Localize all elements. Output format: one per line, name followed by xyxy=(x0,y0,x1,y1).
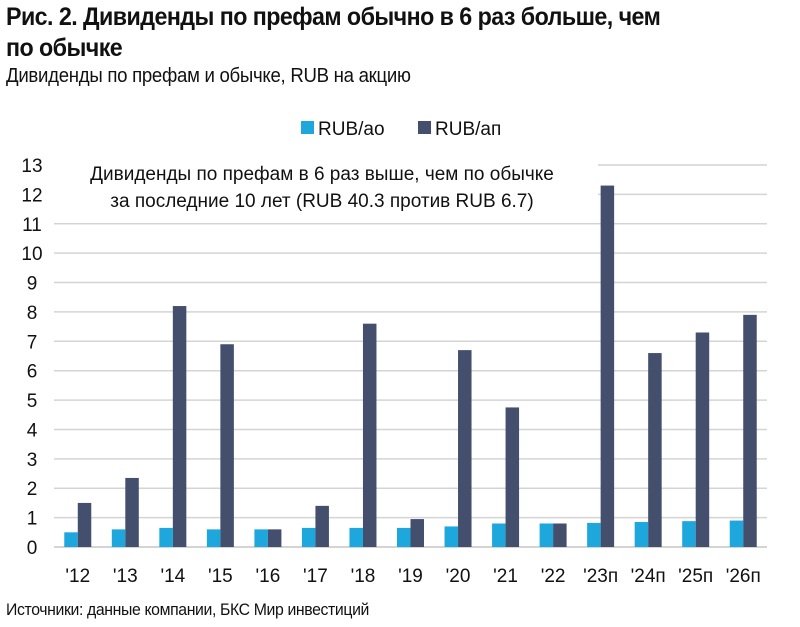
bar-rub-ap xyxy=(220,344,234,547)
bar-rub-ao xyxy=(206,529,221,547)
bar-rub-ap xyxy=(172,306,187,547)
title-line-1: Рис. 2. Дивиденды по префам обычно в 6 р… xyxy=(6,3,661,31)
annotation-line-2: за последние 10 лет (RUB 40.3 против RUB… xyxy=(110,191,533,212)
x-tick-label: '23п xyxy=(583,566,618,587)
bar-rub-ao xyxy=(492,523,506,547)
bar-rub-ap xyxy=(743,314,757,547)
bar-rub-ap xyxy=(125,477,139,547)
bar-rub-ap xyxy=(77,502,92,547)
x-tick-label: '22 xyxy=(541,566,566,587)
x-tick-label: '12 xyxy=(65,566,90,587)
source-note: Источники: данные компании, БКС Мир инве… xyxy=(6,600,370,619)
legend-label-ap: RUB/ап xyxy=(435,119,501,140)
x-axis-ticks: '12 '13 '14 '15 '16 '17 '18 '19 '20 '21 '22 '23п '24… xyxy=(65,566,760,587)
bar-rub-ap xyxy=(410,519,424,547)
legend-swatch-ao xyxy=(301,121,314,134)
annotation: Дивиденды по префам в 6 раз выше, чем по… xyxy=(50,160,598,216)
x-tick-label: '15 xyxy=(208,566,233,587)
x-tick-label: '20 xyxy=(446,566,471,587)
bar-rub-ap xyxy=(362,323,377,547)
y-tick-label: 4 xyxy=(27,420,38,441)
x-tick-label: '25п xyxy=(678,566,713,587)
x-tick-label: '24п xyxy=(631,566,666,587)
y-tick-label: 12 xyxy=(21,185,42,206)
bar-rub-ap xyxy=(553,523,567,547)
x-tick-label: '13 xyxy=(113,566,138,587)
y-tick-label: 0 xyxy=(27,538,38,559)
y-tick-label: 6 xyxy=(27,362,38,383)
bar-rub-ao xyxy=(349,527,363,547)
y-tick-label: 13 xyxy=(21,156,42,177)
chart-subtitle: Дивиденды по префам и обычке, RUB на акц… xyxy=(6,65,411,87)
chart-title: Рис. 2. Дивиденды по префам обычно в 6 р… xyxy=(6,2,741,64)
bar-rub-ao xyxy=(444,526,459,547)
x-tick-label: '21 xyxy=(493,566,518,587)
y-tick-label: 1 xyxy=(27,509,38,530)
y-tick-label: 3 xyxy=(27,450,38,471)
bar-rub-ap xyxy=(458,350,472,547)
y-tick-label: 11 xyxy=(22,215,42,236)
y-tick-label: 2 xyxy=(27,479,38,500)
bar-rub-ao xyxy=(301,527,316,547)
x-tick-label: '18 xyxy=(351,566,376,587)
legend-label-ao: RUB/ао xyxy=(318,119,385,140)
x-tick-label: '17 xyxy=(303,566,328,587)
x-tick-label: '26п xyxy=(726,566,761,587)
bar-rub-ao xyxy=(682,521,696,547)
bars xyxy=(64,185,757,548)
bar-rub-ao xyxy=(634,522,649,547)
bar-rub-ap xyxy=(648,353,662,547)
bar-rub-ap xyxy=(505,407,520,547)
bar-rub-ap xyxy=(695,332,710,547)
y-tick-label: 10 xyxy=(21,244,42,265)
bar-rub-ao xyxy=(539,523,554,547)
annotation-background xyxy=(50,160,598,216)
bar-rub-ao xyxy=(111,529,126,547)
bar-rub-ao xyxy=(397,527,411,547)
legend-swatch-ap xyxy=(418,121,431,134)
bar-rub-ap xyxy=(600,185,615,548)
bar-rub-ap xyxy=(267,529,282,547)
bar-rub-ao xyxy=(587,522,601,547)
x-tick-label: '14 xyxy=(160,566,185,587)
bar-rub-ao xyxy=(729,520,744,547)
bar-rub-ao xyxy=(64,532,78,547)
title-line-2: по обычке xyxy=(6,34,123,62)
y-tick-label: 8 xyxy=(27,303,38,324)
y-tick-label: 7 xyxy=(27,332,38,353)
y-tick-label: 5 xyxy=(27,391,38,412)
annotation-line-1: Дивиденды по префам в 6 раз выше, чем по… xyxy=(90,164,554,185)
y-tick-label: 9 xyxy=(27,274,38,295)
bar-rub-ao xyxy=(254,529,268,547)
legend: RUB/ао RUB/ап xyxy=(301,119,501,140)
x-tick-label: '19 xyxy=(398,566,423,587)
bar-rub-ao xyxy=(159,527,173,547)
x-tick-label: '16 xyxy=(256,566,281,587)
bar-rub-ap xyxy=(315,505,329,547)
